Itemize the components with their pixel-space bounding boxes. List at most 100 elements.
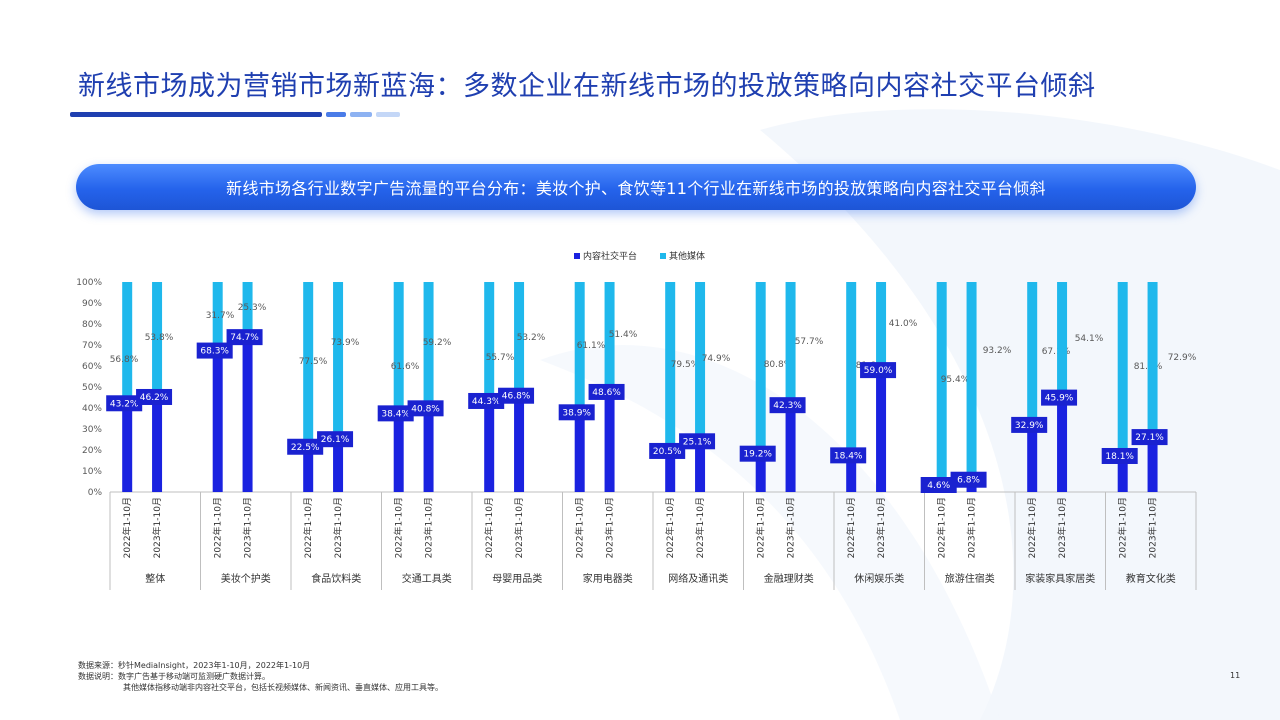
y-tick-label: 40% — [82, 404, 102, 414]
data-label-content-social: 59.0% — [864, 366, 893, 376]
data-label-content-social: 38.9% — [562, 408, 591, 418]
x-category-label: 休闲娱乐类 — [854, 572, 904, 585]
x-period-label: 2023年1-10月 — [1056, 497, 1068, 558]
bar-other-media — [242, 282, 253, 336]
data-label-box — [860, 362, 897, 379]
x-period-label: 2023年1-10月 — [694, 497, 706, 558]
data-label-box — [1101, 447, 1138, 464]
data-label-other-media: 53.8% — [145, 333, 174, 343]
bar-other-media — [665, 282, 676, 449]
y-tick-label: 30% — [82, 425, 102, 435]
bar-content-social — [393, 411, 404, 492]
bar-other-media — [333, 282, 344, 438]
x-period-label: 2023年1-10月 — [604, 497, 616, 558]
data-label-content-social: 43.2% — [110, 399, 139, 409]
data-label-other-media: 59.2% — [423, 338, 452, 348]
x-period-label: 2023年1-10月 — [151, 497, 163, 558]
x-period-label: 2022年1-10月 — [1117, 497, 1129, 558]
data-label-other-media: 31.7% — [206, 311, 235, 321]
data-label-content-social: 48.6% — [592, 388, 621, 398]
x-period-label: 2022年1-10月 — [936, 497, 948, 558]
data-label-other-media: 93.2% — [983, 346, 1012, 356]
data-label-box — [1041, 389, 1078, 406]
bar-content-social — [785, 403, 796, 492]
data-label-other-media: 74.9% — [702, 354, 731, 364]
x-category-label: 整体 — [145, 572, 165, 585]
bar-content-social — [303, 444, 314, 492]
data-label-box — [739, 445, 776, 462]
x-period-label: 2022年1-10月 — [302, 497, 314, 558]
bar-other-media — [574, 282, 585, 411]
bar-content-social — [876, 368, 887, 492]
bar-other-media — [604, 282, 615, 390]
bar-other-media — [514, 282, 525, 394]
data-label-box — [468, 392, 505, 409]
x-category-label: 教育文化类 — [1126, 572, 1176, 585]
x-period-label: 2022年1-10月 — [755, 497, 767, 558]
data-label-content-social: 38.4% — [381, 409, 410, 419]
legend-label-other-media: 其他媒体 — [669, 250, 705, 262]
bar-other-media — [785, 282, 796, 404]
bar-other-media — [1147, 282, 1158, 436]
bar-content-social — [242, 335, 253, 492]
x-period-label: 2022年1-10月 — [1026, 497, 1038, 558]
footer-notes: 数据来源：秒针MediaInsight，2023年1-10月，2022年1-10… — [78, 660, 443, 693]
y-tick-label: 50% — [82, 383, 102, 393]
x-period-label: 2023年1-10月 — [875, 497, 887, 558]
bar-content-social — [423, 406, 434, 492]
bar-content-social — [152, 394, 163, 492]
data-label-other-media: 41.0% — [889, 319, 918, 329]
bar-other-media — [755, 282, 766, 452]
data-label-box — [196, 342, 233, 359]
data-label-content-social: 40.8% — [411, 404, 440, 414]
bar-content-social — [695, 439, 706, 492]
x-category-label: 家用电器类 — [583, 572, 633, 585]
data-label-content-social: 32.9% — [1015, 421, 1044, 431]
x-category-label: 美妆个护类 — [221, 572, 271, 585]
data-label-other-media: 53.2% — [517, 333, 546, 343]
bar-content-social — [604, 389, 615, 492]
x-period-label: 2022年1-10月 — [393, 497, 405, 558]
footer-note-other: 其他媒体指移动端非内容社交平台，包括长视频媒体、新闻资讯、垂直媒体、应用工具等。 — [123, 683, 443, 692]
bar-other-media — [876, 282, 887, 369]
bar-other-media — [423, 282, 434, 407]
bar-content-social — [1147, 435, 1158, 492]
data-label-other-media: 95.4% — [941, 375, 970, 385]
x-category-label: 旅游住宿类 — [945, 572, 995, 585]
subtitle-banner: 新线市场各行业数字广告流量的平台分布：美妆个护、食饮等11个行业在新线市场的投放… — [76, 164, 1196, 210]
y-tick-label: 100% — [76, 278, 102, 288]
data-label-content-social: 45.9% — [1045, 394, 1074, 404]
bar-other-media — [1117, 282, 1128, 454]
bar-other-media — [122, 282, 133, 402]
x-period-label: 2022年1-10月 — [845, 497, 857, 558]
data-label-content-social: 46.2% — [140, 393, 169, 403]
bar-content-social — [122, 401, 133, 492]
data-label-box — [558, 404, 595, 421]
x-period-label: 2023年1-10月 — [966, 497, 978, 558]
x-period-label: 2023年1-10月 — [332, 497, 344, 558]
data-label-box — [920, 477, 957, 493]
x-period-label: 2023年1-10月 — [513, 497, 525, 558]
x-period-label: 2022年1-10月 — [212, 497, 224, 558]
x-period-label: 2022年1-10月 — [664, 497, 676, 558]
bar-other-media — [484, 282, 495, 399]
bar-other-media — [936, 282, 947, 483]
x-period-label: 2022年1-10月 — [483, 497, 495, 558]
y-tick-label: 0% — [88, 488, 103, 498]
page-title: 新线市场成为营销市场新蓝海：多数企业在新线市场的投放策略向内容社交平台倾斜 — [78, 71, 1096, 102]
data-label-other-media: 61.6% — [391, 362, 420, 372]
data-label-content-social: 6.8% — [957, 476, 980, 486]
legend-swatch-other-media — [660, 253, 666, 259]
y-tick-label: 80% — [82, 320, 102, 330]
data-label-box — [588, 383, 625, 400]
x-period-label: 2023年1-10月 — [785, 497, 797, 558]
bar-other-media — [966, 282, 977, 478]
data-label-content-social: 44.3% — [472, 397, 501, 407]
bar-other-media — [695, 282, 706, 440]
data-label-content-social: 46.8% — [502, 392, 531, 402]
bar-content-social — [484, 398, 495, 492]
x-category-label: 食品饮料类 — [311, 572, 361, 585]
data-label-content-social: 74.7% — [230, 333, 259, 343]
x-category-label: 母婴用品类 — [492, 572, 542, 585]
